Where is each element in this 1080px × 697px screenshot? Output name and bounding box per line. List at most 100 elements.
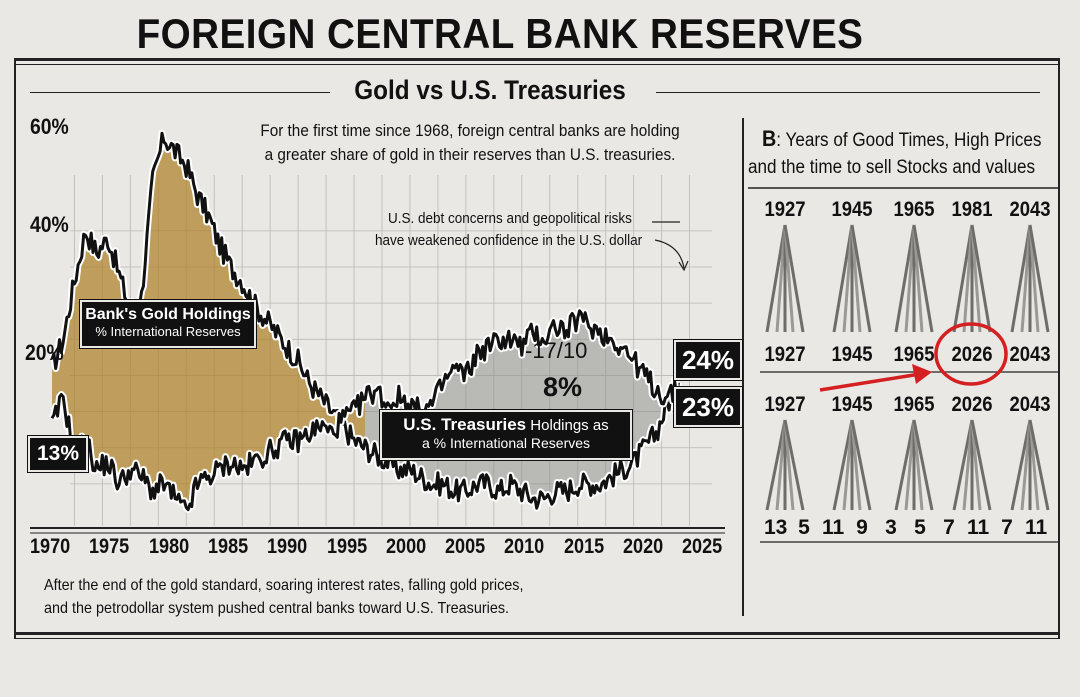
gold-series-line [50, 131, 680, 510]
cycle-spike-line [952, 419, 974, 511]
cycle-spike-line [970, 224, 992, 333]
row1-year-1945: 1945 [831, 198, 873, 221]
interval-7: 11 [967, 516, 990, 539]
cycle-spike-line [970, 224, 982, 333]
x-tick-2000: 2000 [385, 535, 426, 558]
x-tick-2010: 2010 [504, 535, 545, 558]
row2-year-1927: 1927 [764, 343, 806, 366]
cycle-spike-line [1028, 419, 1050, 511]
row2-year-1945: 1945 [831, 343, 873, 366]
treasury-series-label: U.S. Treasuries Holdings as a % Internat… [379, 409, 633, 461]
cycle-spike-line [894, 419, 916, 511]
x-tick-2005: 2005 [445, 535, 486, 558]
row3-year-2026: 2026 [951, 393, 993, 416]
panel-title-line1: B: Years of Good Times, High Prices [762, 126, 1041, 152]
interval-2: 11 [822, 516, 845, 539]
cycle-spikes-row1 [765, 224, 1050, 333]
treasury-series-line [50, 309, 680, 512]
cycle-spike-line [783, 419, 795, 511]
cycle-spike-line [765, 419, 787, 511]
cycle-spike-line [912, 419, 934, 511]
cycle-spike-line [970, 419, 992, 511]
debt-note-pointer [652, 221, 685, 269]
interval-8: 7 [1001, 516, 1013, 539]
x-tick-1980: 1980 [148, 535, 189, 558]
treasury-label-rest: Holdings as [526, 417, 609, 434]
subtitle-backdrop [330, 73, 656, 109]
row1-year-1965: 1965 [893, 198, 935, 221]
cycle-spike-line [850, 224, 862, 333]
bottom-rule-2 [14, 638, 1060, 639]
cycle-spike-line [912, 224, 924, 333]
cycle-spike-line [783, 224, 795, 333]
right-frame [1058, 58, 1060, 638]
cycle-spike-line [783, 224, 805, 333]
interval-0: 13 [764, 516, 788, 539]
top-note-line1: For the first time since 1968, foreign c… [260, 121, 680, 140]
interval-6: 7 [943, 516, 955, 539]
x-tick-2025: 2025 [682, 535, 723, 558]
treasury-label-line2: a % International Reserves [421, 435, 591, 451]
highlight-arrow [819, 372, 921, 392]
bottom-rule-1 [14, 632, 1060, 635]
cycle-spike-line [850, 419, 872, 511]
end-label-treasury: 23% [673, 386, 743, 428]
debt-note-arrowhead [678, 260, 689, 272]
cycle-spike-line [832, 224, 854, 333]
row1-year-2043: 2043 [1009, 198, 1051, 221]
panel-title-text: : Years of Good Times, High Prices [776, 130, 1042, 151]
left-frame [14, 58, 16, 638]
cycle-spike-line [765, 224, 787, 333]
row2-year-2043: 2043 [1009, 343, 1051, 366]
x-tick-1985: 1985 [207, 535, 249, 558]
debt-note-line2: have weakened confidence in the U.S. dol… [375, 232, 643, 249]
x-tick-1970: 1970 [30, 535, 71, 558]
x-tick-2020: 2020 [623, 535, 664, 558]
x-tick-1990: 1990 [267, 535, 308, 558]
end-label-gold: 24% [673, 339, 743, 381]
cycle-spike-line [850, 419, 862, 511]
interval-5: 5 [914, 516, 926, 539]
gold-label-line2: % International Reserves [95, 324, 241, 339]
interval-1: 5 [798, 516, 810, 539]
row3-year-1927: 1927 [764, 393, 806, 416]
cycle-spike-line [1028, 224, 1050, 333]
top-rule-1 [14, 58, 1060, 61]
x-tick-1995: 1995 [326, 535, 367, 558]
page-subtitle: Gold vs U.S. Treasuries [354, 75, 626, 105]
gold-label-line1: Bank's Gold Holdings [85, 306, 251, 323]
gold-series-label: Bank's Gold Holdings % International Res… [79, 299, 257, 349]
y-tick-20: 20% [25, 340, 64, 365]
top-rule-2 [14, 64, 1060, 65]
y-tick-40: 40% [30, 212, 69, 237]
top-note-line2: a greater share of gold in their reserve… [264, 145, 676, 164]
start-label-treasury: 13% [27, 435, 89, 473]
mid-annotation-1: -17/10 [525, 338, 588, 363]
treasury-label-bold: U.S. Treasuries [403, 415, 527, 434]
bottom-note-line2: and the petrodollar system pushed centra… [44, 600, 510, 617]
cycle-spike-line [912, 419, 924, 511]
row3-year-2043: 2043 [1009, 393, 1051, 416]
cycle-spike-line [970, 419, 982, 511]
cycle-spike-line [783, 419, 805, 511]
bottom-note-line1: After the end of the gold standard, soar… [44, 577, 524, 594]
highlight-arrowhead [912, 364, 932, 384]
cycle-spike-line [1010, 224, 1032, 333]
row1-year-1981: 1981 [951, 198, 993, 221]
y-tick-60: 60% [30, 114, 69, 139]
panel-title-letter: B [762, 126, 777, 151]
cycle-spike-line [912, 224, 934, 333]
x-tick-1975: 1975 [89, 535, 130, 558]
panel-divider [742, 118, 744, 616]
cycle-spike-line [952, 224, 974, 333]
interval-4: 3 [885, 516, 897, 539]
cycle-spikes-row2 [765, 419, 1050, 511]
cycle-spike-line [1010, 419, 1032, 511]
cycle-spike-line [850, 224, 872, 333]
cycle-spike-line [894, 224, 916, 333]
row3-year-1945: 1945 [831, 393, 873, 416]
cycle-spike-line [1028, 224, 1040, 333]
interval-3: 9 [856, 516, 868, 539]
mid-annotation-2: 8% [543, 372, 583, 402]
highlight-circle-2026 [934, 322, 1008, 386]
